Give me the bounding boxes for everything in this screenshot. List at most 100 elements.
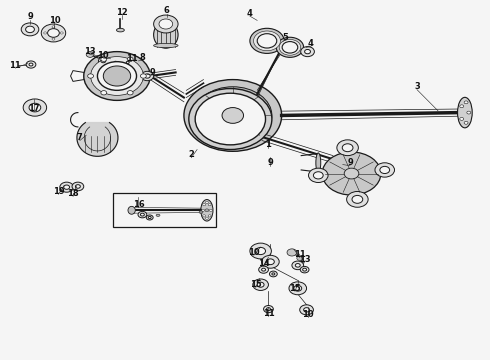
- Circle shape: [72, 182, 84, 191]
- Circle shape: [264, 306, 273, 313]
- Text: 9: 9: [347, 158, 353, 167]
- Circle shape: [270, 271, 277, 277]
- Text: 5: 5: [282, 33, 288, 42]
- Circle shape: [194, 87, 272, 144]
- Text: 19: 19: [52, 187, 64, 196]
- Circle shape: [60, 32, 63, 34]
- Circle shape: [64, 185, 70, 189]
- Circle shape: [205, 217, 208, 219]
- Circle shape: [300, 266, 309, 273]
- Text: 15: 15: [289, 284, 301, 293]
- Text: 1: 1: [266, 140, 271, 149]
- Circle shape: [292, 261, 304, 270]
- Text: 8: 8: [140, 53, 145, 62]
- Circle shape: [203, 215, 206, 217]
- Circle shape: [203, 204, 206, 206]
- Circle shape: [101, 91, 107, 95]
- Circle shape: [460, 117, 464, 120]
- Circle shape: [460, 105, 464, 108]
- Circle shape: [342, 144, 353, 152]
- Text: 10: 10: [302, 310, 313, 319]
- Circle shape: [201, 209, 204, 211]
- Circle shape: [91, 57, 144, 95]
- Circle shape: [309, 168, 328, 183]
- Circle shape: [352, 195, 363, 203]
- Circle shape: [75, 185, 80, 188]
- Circle shape: [98, 62, 137, 90]
- Circle shape: [86, 51, 94, 57]
- Text: 11: 11: [263, 309, 274, 318]
- Circle shape: [208, 204, 211, 206]
- Circle shape: [21, 23, 39, 36]
- Circle shape: [189, 89, 272, 149]
- Circle shape: [145, 74, 150, 78]
- Ellipse shape: [316, 153, 321, 173]
- Text: 11: 11: [126, 54, 138, 63]
- Circle shape: [124, 59, 132, 65]
- Bar: [113, 193, 216, 227]
- Text: 11: 11: [294, 250, 306, 259]
- Circle shape: [23, 99, 47, 116]
- Circle shape: [41, 24, 66, 42]
- Text: 10: 10: [248, 248, 260, 257]
- Circle shape: [380, 166, 390, 174]
- Circle shape: [322, 152, 381, 195]
- Text: 9: 9: [27, 12, 33, 21]
- Circle shape: [60, 182, 74, 192]
- Circle shape: [267, 308, 270, 311]
- Text: 2: 2: [188, 150, 194, 159]
- Circle shape: [314, 172, 323, 179]
- Circle shape: [101, 57, 107, 62]
- Ellipse shape: [458, 97, 472, 128]
- Circle shape: [257, 34, 277, 48]
- Circle shape: [300, 305, 314, 315]
- Circle shape: [209, 209, 212, 211]
- Circle shape: [195, 93, 266, 145]
- Circle shape: [259, 266, 269, 273]
- Circle shape: [282, 41, 298, 53]
- Circle shape: [253, 31, 280, 51]
- Text: 4: 4: [308, 39, 314, 48]
- Circle shape: [88, 74, 94, 78]
- Ellipse shape: [154, 43, 178, 48]
- Text: 16: 16: [133, 200, 145, 209]
- Circle shape: [337, 140, 358, 156]
- Circle shape: [114, 61, 117, 63]
- Circle shape: [262, 255, 279, 268]
- Text: 9: 9: [268, 158, 273, 167]
- Text: 9: 9: [149, 68, 155, 77]
- Circle shape: [276, 37, 304, 57]
- Polygon shape: [77, 123, 118, 156]
- Circle shape: [44, 32, 47, 34]
- Text: 6: 6: [164, 6, 170, 15]
- Circle shape: [199, 211, 203, 213]
- Circle shape: [52, 38, 55, 40]
- Text: 12: 12: [116, 8, 128, 17]
- Circle shape: [301, 46, 315, 57]
- Circle shape: [256, 247, 266, 255]
- Circle shape: [126, 61, 129, 63]
- Circle shape: [148, 216, 151, 219]
- Circle shape: [147, 215, 153, 220]
- Ellipse shape: [156, 214, 160, 216]
- Ellipse shape: [154, 21, 178, 48]
- Circle shape: [98, 57, 108, 64]
- Circle shape: [48, 29, 59, 37]
- Circle shape: [464, 121, 468, 124]
- Text: 10: 10: [49, 16, 60, 25]
- Circle shape: [29, 103, 41, 112]
- Circle shape: [257, 282, 264, 287]
- Circle shape: [141, 74, 147, 78]
- Circle shape: [154, 15, 178, 33]
- Circle shape: [303, 268, 307, 271]
- Circle shape: [272, 273, 275, 275]
- Circle shape: [305, 49, 311, 54]
- Ellipse shape: [117, 28, 124, 32]
- Text: 13: 13: [299, 255, 311, 264]
- Circle shape: [262, 268, 266, 271]
- Circle shape: [138, 211, 147, 218]
- Circle shape: [464, 101, 468, 104]
- Circle shape: [103, 66, 131, 86]
- Ellipse shape: [201, 199, 213, 221]
- Circle shape: [295, 264, 300, 267]
